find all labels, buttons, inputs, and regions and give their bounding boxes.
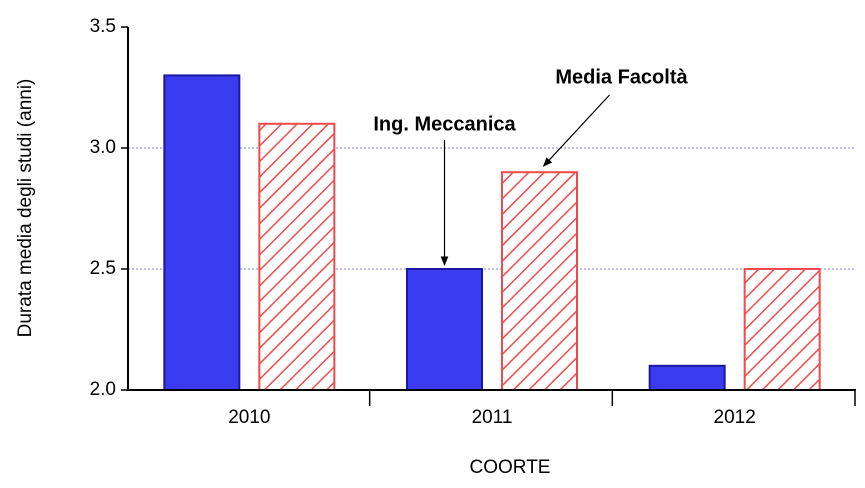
bar bbox=[258, 122, 336, 392]
bar bbox=[501, 171, 578, 391]
legend-label: Ing. Meccanica bbox=[373, 113, 516, 135]
axis bbox=[127, 27, 856, 391]
x-axis-label: COORTE bbox=[470, 457, 551, 478]
y-tick-label: 2.0 bbox=[90, 379, 116, 400]
bar bbox=[648, 364, 726, 391]
y-axis-label: Durata media degli studi (anni) bbox=[15, 79, 36, 338]
y-tick-label: 3.5 bbox=[90, 16, 116, 37]
y-tick-label: 2.5 bbox=[90, 258, 116, 279]
x-tick-label: 2012 bbox=[714, 407, 756, 428]
bar bbox=[163, 74, 241, 392]
legend-arrow bbox=[542, 94, 610, 167]
bar bbox=[406, 268, 483, 391]
bar bbox=[743, 268, 821, 391]
y-tick-label: 3.0 bbox=[90, 137, 116, 158]
x-tick-label: 2011 bbox=[472, 407, 513, 428]
x-tick-label: 2010 bbox=[228, 407, 270, 428]
legend-label: Media Facoltà bbox=[555, 66, 688, 88]
